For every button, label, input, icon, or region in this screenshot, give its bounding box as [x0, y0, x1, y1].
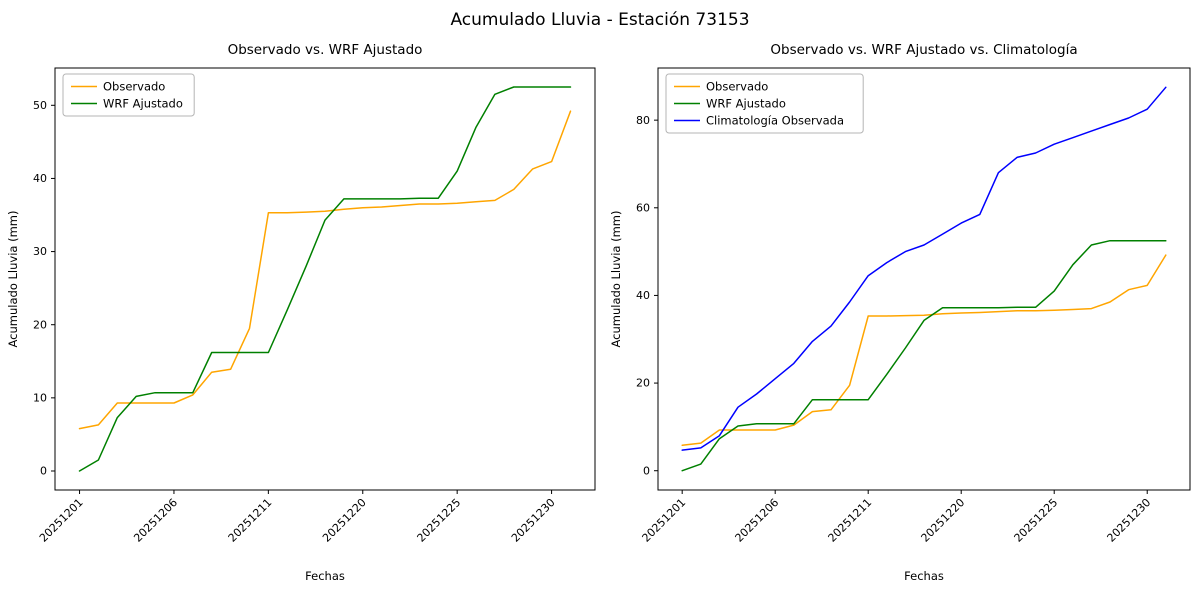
legend-label: Observado	[706, 79, 768, 93]
y-tick-label: 40	[636, 289, 650, 302]
y-axis-label: Acumulado Lluvia (mm)	[6, 211, 20, 348]
legend-label: WRF Ajustado	[103, 96, 183, 110]
series-line-wrf-ajustado	[681, 239, 1167, 472]
chart-title: Observado vs. WRF Ajustado	[228, 42, 423, 58]
x-tick-label: 20251211	[226, 496, 275, 545]
figure-title: Acumulado Lluvia - Estación 73153	[450, 10, 750, 30]
right-chart: 0 20 40 60 80 20251201 20251206 20251211 2025122…	[609, 42, 1191, 583]
x-tick-label: 20251211	[826, 496, 875, 545]
x-tick-label: 20251220	[919, 496, 968, 545]
legend-label: Climatología Observada	[706, 113, 844, 127]
x-tick-label: 20251206	[131, 496, 180, 545]
series-line-wrf-ajustado	[78, 86, 572, 472]
x-tick-label: 20251220	[320, 496, 369, 545]
x-tick-label: 20251230	[509, 496, 558, 545]
series-line-climatolog-a-observada	[681, 86, 1167, 451]
left-chart: 0 10 20 30 40 50 20251201 20251206 20251211 20251…	[6, 42, 596, 583]
x-tick-label: 20251225	[1012, 496, 1061, 545]
legend-box	[665, 73, 864, 134]
series-line-observado	[681, 254, 1167, 447]
legend-label: WRF Ajustado	[706, 96, 786, 110]
y-tick-label: 40	[33, 172, 47, 185]
x-axis-label: Fechas	[904, 569, 944, 583]
y-tick-label: 50	[33, 99, 47, 112]
y-axis-label: Acumulado Lluvia (mm)	[609, 211, 623, 348]
x-tick-label: 20251201	[640, 496, 689, 545]
legend-box	[62, 73, 195, 117]
chart-title: Observado vs. WRF Ajustado vs. Climatolo…	[770, 42, 1077, 58]
y-tick-label: 10	[33, 391, 47, 404]
legend: Observado WRF Ajustado Climatología Observ…	[665, 73, 864, 134]
y-tick-label: 0	[643, 464, 650, 477]
x-tick-label: 20251206	[733, 496, 782, 545]
y-tick-label: 20	[636, 377, 650, 390]
legend-label: Observado	[103, 79, 165, 93]
x-axis-label: Fechas	[305, 569, 345, 583]
x-tick-label: 20251225	[414, 496, 463, 545]
y-tick-label: 80	[636, 114, 650, 127]
axes-border	[657, 67, 1191, 491]
y-tick-label: 60	[636, 201, 650, 214]
legend: Observado WRF Ajustado	[62, 73, 195, 117]
x-tick-label: 20251201	[37, 496, 86, 545]
x-tick-label: 20251230	[1105, 496, 1154, 545]
y-tick-label: 30	[33, 245, 47, 258]
axes-border	[54, 67, 596, 491]
y-tick-label: 20	[33, 318, 47, 331]
series-line-observado	[78, 110, 572, 430]
y-tick-label: 0	[40, 465, 47, 478]
